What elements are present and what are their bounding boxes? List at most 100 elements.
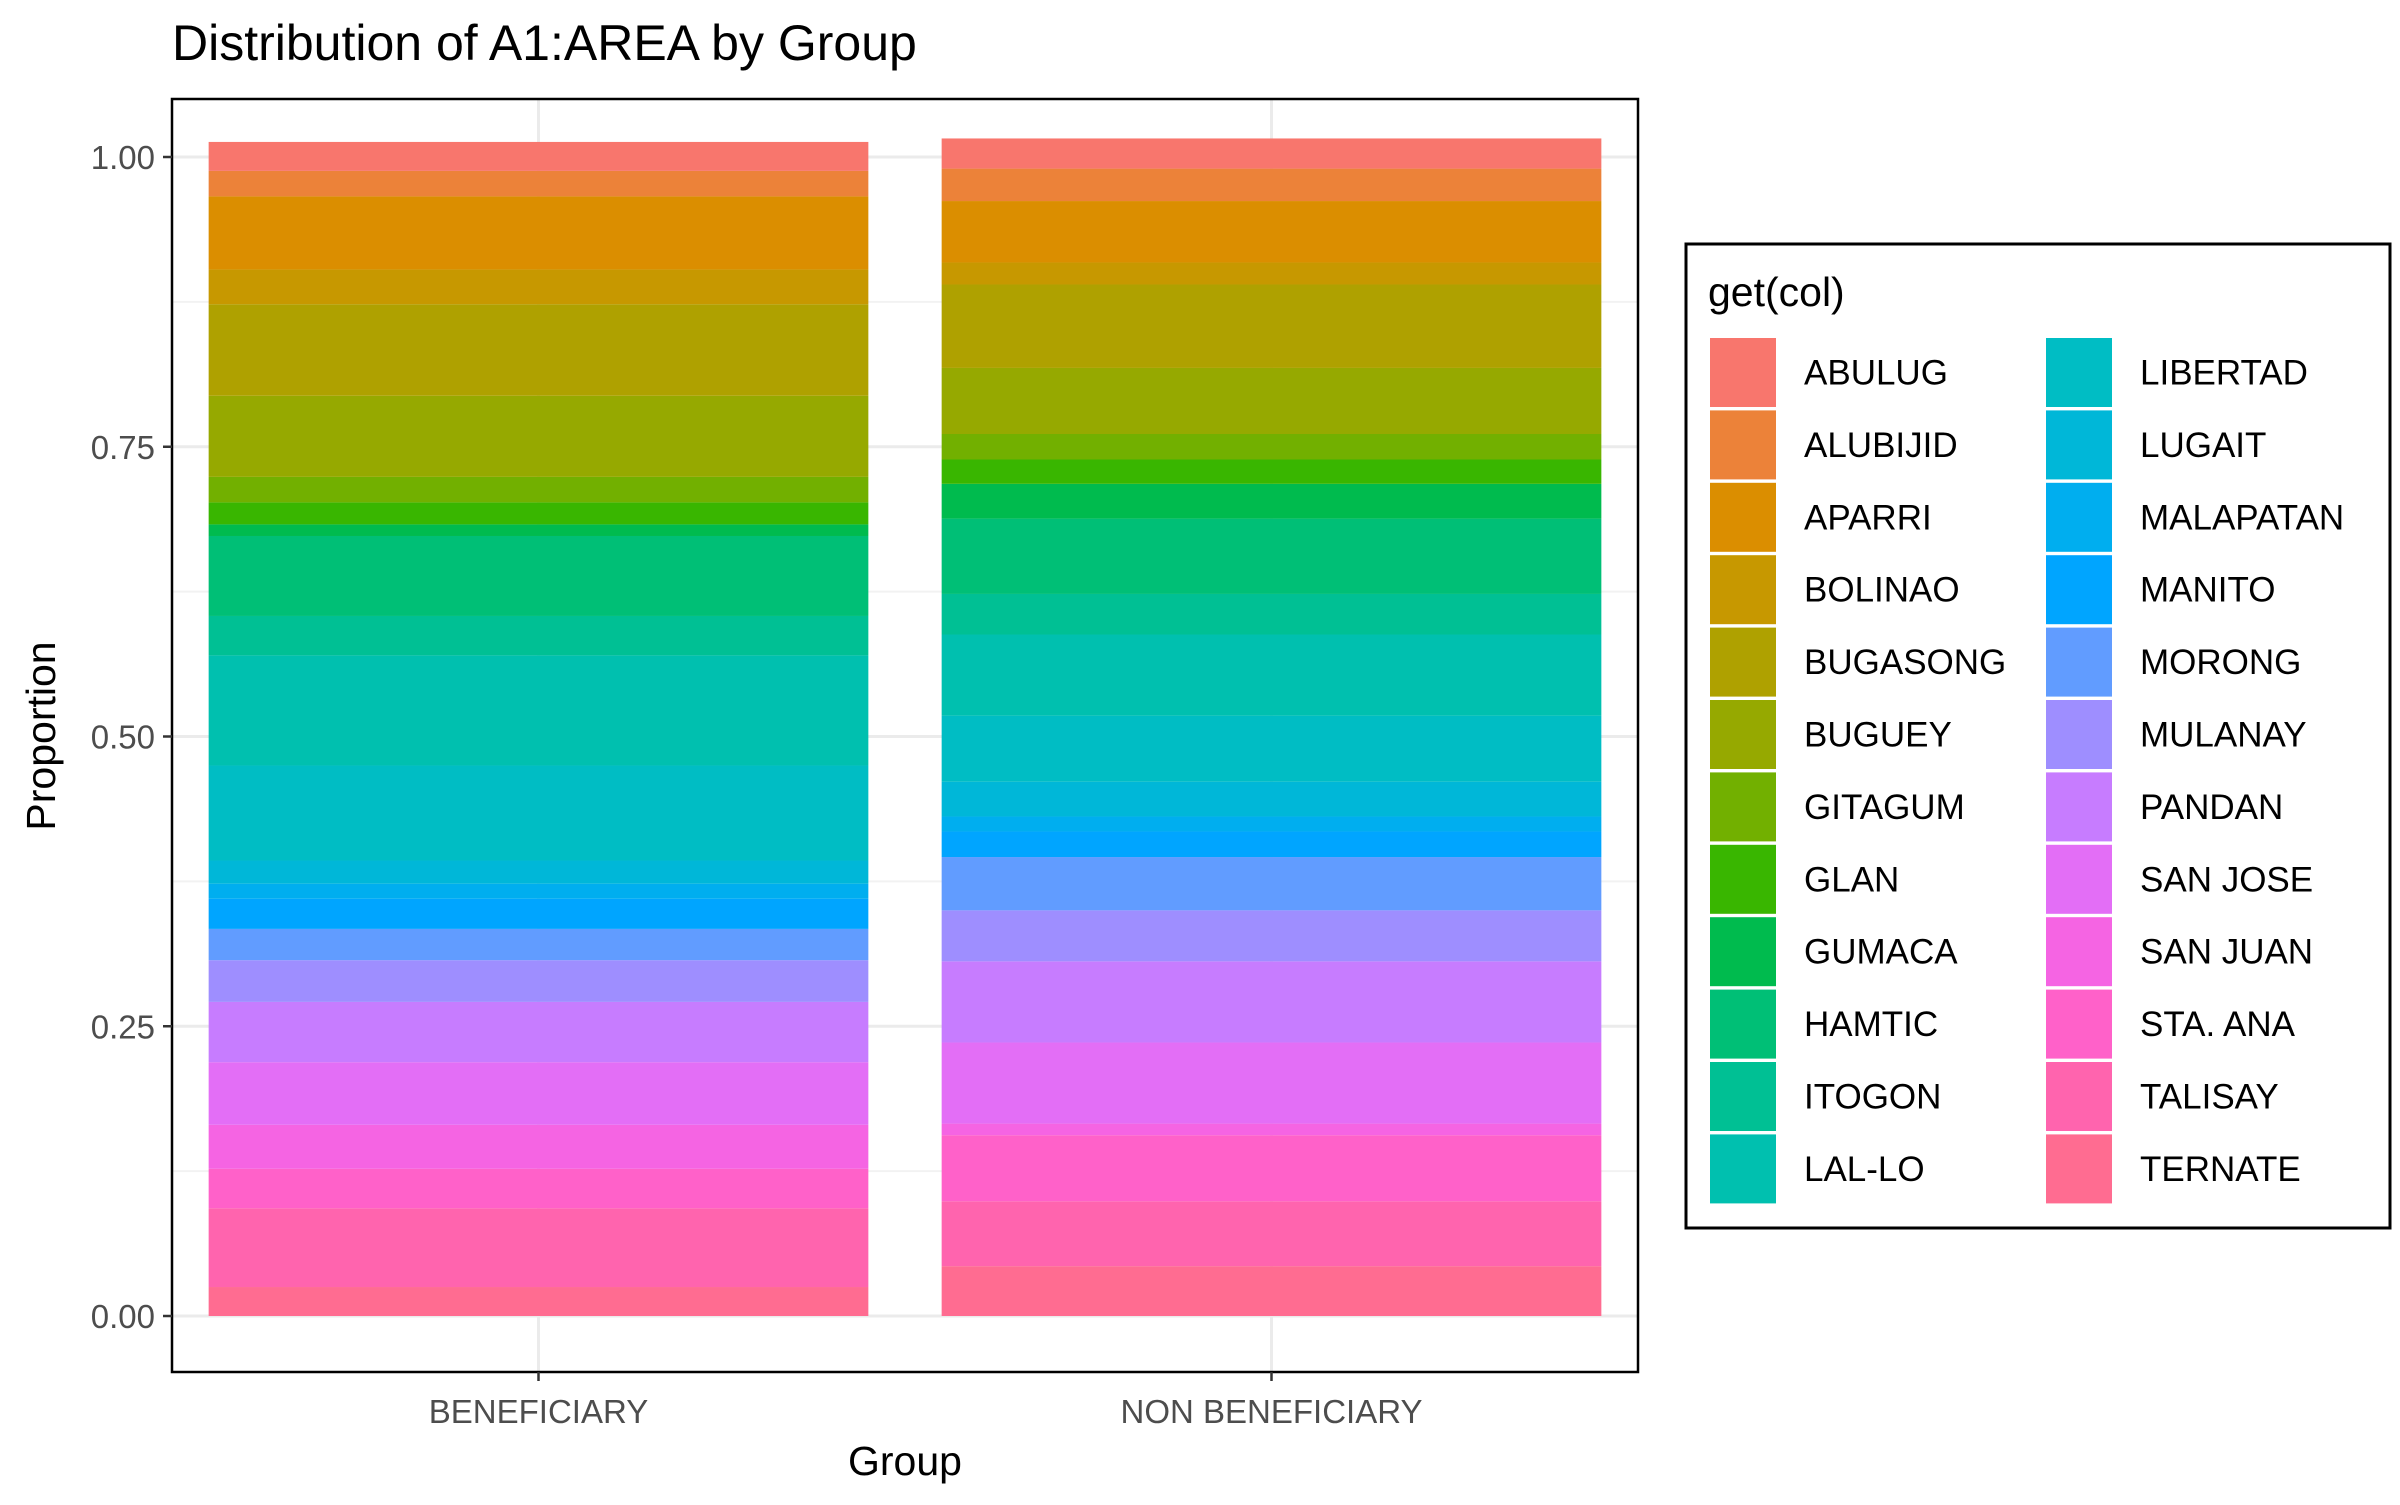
bar-segment xyxy=(208,269,869,305)
legend-key xyxy=(2046,410,2112,480)
bar-segment xyxy=(941,857,1602,911)
legend-key xyxy=(2046,1134,2112,1204)
legend: get(col) ABULUG ALUBIJID APARRI BOLINAO BUGA… xyxy=(1684,242,2392,1230)
legend-item: SAN JUAN xyxy=(2046,917,2313,987)
chart-title: Distribution of A1:AREA by Group xyxy=(172,15,917,71)
bar-segment xyxy=(208,304,869,396)
bar-segment xyxy=(941,518,1602,594)
legend-key xyxy=(1710,989,1776,1059)
x-tick-label: BENEFICIARY xyxy=(429,1393,648,1430)
bar-segment xyxy=(208,196,869,270)
legend-key xyxy=(2046,555,2112,625)
legend-key xyxy=(1710,627,1776,697)
y-tick-label: 0.50 xyxy=(91,719,155,756)
legend-key xyxy=(1710,338,1776,407)
bar-segment xyxy=(208,170,869,197)
legend-item: GITAGUM xyxy=(1710,772,1965,842)
y-axis-title: Proportion xyxy=(18,641,64,830)
legend-key xyxy=(1710,555,1776,625)
bar-segment xyxy=(941,1201,1602,1267)
legend-label: GLAN xyxy=(1804,860,1899,899)
legend-key xyxy=(1710,1134,1776,1204)
legend-key xyxy=(2046,700,2112,769)
legend-item: TERNATE xyxy=(2046,1134,2301,1204)
bar-segment xyxy=(941,168,1602,202)
bar-segment xyxy=(208,524,869,536)
legend-label: MALAPATAN xyxy=(2140,498,2344,537)
bar-segment xyxy=(941,715,1602,782)
legend-box xyxy=(1684,242,2392,1230)
legend-item: ALUBIJID xyxy=(1710,410,1958,480)
y-tick-label: 0.00 xyxy=(91,1298,155,1335)
legend-key xyxy=(2046,627,2112,697)
legend-item: LIBERTAD xyxy=(2046,338,2308,407)
legend-label: GITAGUM xyxy=(1804,788,1965,827)
bar-segment xyxy=(941,262,1602,285)
bar-segment xyxy=(208,1001,869,1063)
bar-segment xyxy=(941,459,1602,484)
bar-segment xyxy=(941,593,1602,635)
legend-label: BUGUEY xyxy=(1804,716,1952,755)
legend-key xyxy=(2046,338,2112,407)
bars xyxy=(208,138,1602,1316)
bar-segment xyxy=(208,502,869,525)
y-tick-label: 0.25 xyxy=(91,1008,155,1045)
legend-item: HAMTIC xyxy=(1710,989,1938,1059)
bar-segment xyxy=(941,1123,1602,1136)
legend-item: TALISAY xyxy=(2046,1062,2279,1131)
bar-stack xyxy=(941,138,1602,1316)
legend-key xyxy=(1710,1062,1776,1131)
bar-segment xyxy=(941,138,1602,169)
y-axis: 0.00 0.25 0.50 0.75 1.00 xyxy=(91,139,172,1335)
bar-segment xyxy=(208,141,869,171)
legend-label: TERNATE xyxy=(2140,1150,2301,1189)
legend-key xyxy=(2046,844,2112,914)
bar-stack xyxy=(208,141,869,1316)
y-tick-label: 1.00 xyxy=(91,139,155,176)
bar-segment xyxy=(208,960,869,1002)
bar-segment xyxy=(208,883,869,899)
bar-segment xyxy=(208,395,869,477)
legend-item: BUGASONG xyxy=(1710,627,2006,697)
bar-segment xyxy=(208,535,869,616)
x-tick-label: NON BENEFICIARY xyxy=(1121,1393,1423,1430)
legend-key xyxy=(2046,482,2112,552)
bar-segment xyxy=(208,1124,869,1169)
legend-item: LUGAIT xyxy=(2046,410,2266,480)
bar-segment xyxy=(208,928,869,961)
bar-segment xyxy=(941,1135,1602,1202)
legend-label: SAN JUAN xyxy=(2140,933,2313,972)
legend-label: LUGAIT xyxy=(2140,426,2266,465)
legend-label: PANDAN xyxy=(2140,788,2283,827)
legend-label: MULANAY xyxy=(2140,716,2307,755)
legend-key xyxy=(2046,1062,2112,1131)
legend-label: BOLINAO xyxy=(1804,571,1960,610)
legend-label: ALUBIJID xyxy=(1804,426,1958,465)
bar-segment xyxy=(941,781,1602,817)
legend-item: GLAN xyxy=(1710,844,1899,914)
legend-label: MORONG xyxy=(2140,643,2301,682)
legend-key xyxy=(1710,410,1776,480)
legend-key xyxy=(1710,917,1776,987)
legend-label: APARRI xyxy=(1804,498,1932,537)
legend-key xyxy=(2046,772,2112,842)
bar-segment xyxy=(941,1042,1602,1124)
legend-key xyxy=(2046,917,2112,987)
legend-item: GUMACA xyxy=(1710,917,1958,987)
bar-segment xyxy=(208,1287,869,1316)
bar-segment xyxy=(208,860,869,884)
bar-segment xyxy=(941,367,1602,435)
bar-segment xyxy=(208,655,869,766)
legend-item: PANDAN xyxy=(2046,772,2283,842)
legend-title: get(col) xyxy=(1708,269,1845,315)
legend-key xyxy=(1710,844,1776,914)
legend-label: LIBERTAD xyxy=(2140,354,2308,393)
bar-segment xyxy=(941,961,1602,1043)
legend-label: GUMACA xyxy=(1804,933,1958,972)
bar-segment xyxy=(941,1266,1602,1316)
bar-segment xyxy=(941,483,1602,519)
legend-key xyxy=(1710,772,1776,842)
legend-items: ABULUG ALUBIJID APARRI BOLINAO BUGASONG BUGUE… xyxy=(1710,338,2344,1204)
bar-segment xyxy=(208,1168,869,1209)
